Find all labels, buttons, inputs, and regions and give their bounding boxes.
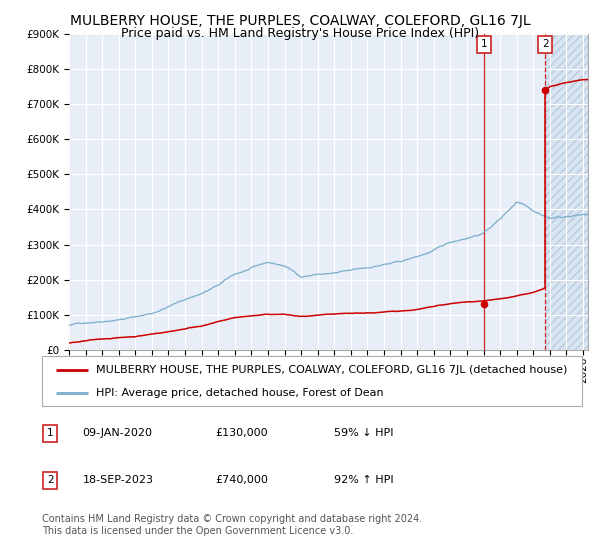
Text: 92% ↑ HPI: 92% ↑ HPI [334,475,393,485]
Text: 2: 2 [47,475,53,485]
Bar [545,34,588,350]
Text: 2: 2 [542,39,548,49]
Text: 59% ↓ HPI: 59% ↓ HPI [334,428,393,438]
Text: £130,000: £130,000 [215,428,268,438]
Text: 1: 1 [47,428,53,438]
Text: HPI: Average price, detached house, Forest of Dean: HPI: Average price, detached house, Fore… [96,389,383,398]
FancyBboxPatch shape [42,356,582,406]
Text: 1: 1 [481,39,487,49]
Text: Price paid vs. HM Land Registry's House Price Index (HPI): Price paid vs. HM Land Registry's House … [121,27,479,40]
Text: 18-SEP-2023: 18-SEP-2023 [83,475,154,485]
Text: MULBERRY HOUSE, THE PURPLES, COALWAY, COLEFORD, GL16 7JL: MULBERRY HOUSE, THE PURPLES, COALWAY, CO… [70,14,530,28]
Text: MULBERRY HOUSE, THE PURPLES, COALWAY, COLEFORD, GL16 7JL (detached house): MULBERRY HOUSE, THE PURPLES, COALWAY, CO… [96,365,568,375]
Text: Contains HM Land Registry data © Crown copyright and database right 2024.
This d: Contains HM Land Registry data © Crown c… [42,514,422,536]
Text: £740,000: £740,000 [215,475,268,485]
Text: 09-JAN-2020: 09-JAN-2020 [83,428,152,438]
